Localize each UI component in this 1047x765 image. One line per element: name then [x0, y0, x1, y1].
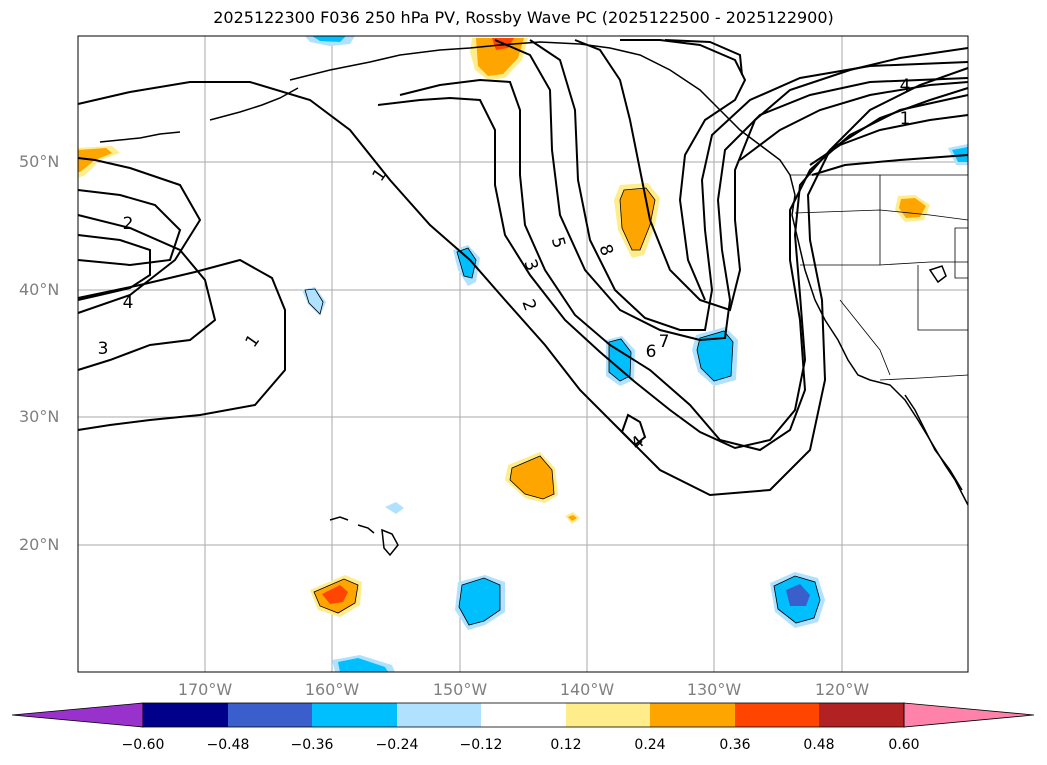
colorbar-swatch — [481, 703, 566, 727]
lon-label: 170°W — [177, 680, 233, 699]
negative-anomaly — [786, 584, 810, 606]
pv-anomaly-shading — [78, 36, 968, 672]
colorbar-frame — [142, 702, 905, 728]
negative-anomaly — [312, 36, 346, 42]
colorbar-tick-label: −0.12 — [459, 737, 503, 753]
colorbar-swatch — [143, 703, 228, 727]
contour-label: 6 — [646, 342, 657, 362]
colorbar — [11, 702, 1035, 728]
contour-label: 2 — [517, 297, 539, 314]
colorbar-tick-label: 0.24 — [634, 737, 666, 753]
colorbar-swatch — [228, 703, 312, 727]
lat-label: 20°N — [19, 535, 60, 554]
lat-label: 50°N — [19, 152, 60, 171]
colorbar-swatch — [819, 703, 904, 727]
lon-label: 120°W — [814, 680, 870, 699]
negative-anomaly — [302, 287, 326, 316]
map-title: 2025122300 F036 250 hPa PV, Rossby Wave … — [213, 8, 834, 27]
negative-anomaly — [457, 248, 476, 278]
negative-anomaly — [697, 331, 733, 381]
contour-label: 4 — [900, 76, 911, 96]
positive-anomaly — [322, 585, 348, 604]
map-frame — [77, 35, 969, 673]
colorbar-tick-label: −0.60 — [121, 737, 165, 753]
positive-anomaly — [899, 198, 926, 218]
colorbar-tick-label: −0.36 — [290, 737, 334, 753]
colorbar-swatch — [903, 702, 1035, 728]
colorbar-swatch — [566, 703, 650, 727]
map-plot: 1 1 1 2 2 3 3 4 4 4 5 6 7 8 — [77, 35, 969, 673]
contour-label: 7 — [659, 332, 670, 352]
colorbar-tick-label: −0.48 — [206, 737, 250, 753]
colorbar-tick-label: 0.48 — [803, 737, 835, 753]
lat-label: 30°N — [19, 407, 60, 426]
contour-label: 5 — [547, 235, 569, 251]
negative-anomaly — [952, 147, 968, 162]
contour-label: 2 — [123, 214, 134, 234]
lon-label: 160°W — [304, 680, 360, 699]
negative-anomaly — [338, 658, 388, 672]
colorbar-tick-label: 0.36 — [719, 737, 751, 753]
pv-contours — [77, 39, 969, 497]
negative-anomaly — [459, 578, 500, 625]
colorbar-tick-label: 0.12 — [550, 737, 582, 753]
anomaly-outlines — [304, 187, 821, 626]
colorbar-swatch — [397, 703, 481, 727]
contour-label: 1 — [242, 331, 265, 351]
colorbar-tick-label: 0.60 — [888, 737, 920, 753]
lon-label: 130°W — [686, 680, 742, 699]
contour-label: 3 — [98, 339, 109, 359]
negative-anomaly — [609, 339, 631, 381]
lat-label: 40°N — [19, 280, 60, 299]
colorbar-swatch — [312, 703, 397, 727]
positive-anomaly — [510, 456, 554, 499]
positive-anomaly — [568, 515, 577, 521]
borders — [790, 174, 969, 381]
lon-label: 140°W — [559, 680, 615, 699]
contour-label: 4 — [123, 293, 134, 313]
colorbar-swatch — [650, 703, 735, 727]
colorbar-swatch — [735, 703, 819, 727]
negative-anomaly — [385, 502, 404, 514]
contour-label: 1 — [900, 109, 911, 129]
lon-label: 150°W — [432, 680, 488, 699]
contour-label: 3 — [519, 257, 541, 274]
colorbar-swatch — [11, 702, 144, 728]
graticule — [78, 36, 968, 672]
contour-label: 8 — [594, 242, 616, 259]
colorbar-tick-label: −0.24 — [375, 737, 419, 753]
